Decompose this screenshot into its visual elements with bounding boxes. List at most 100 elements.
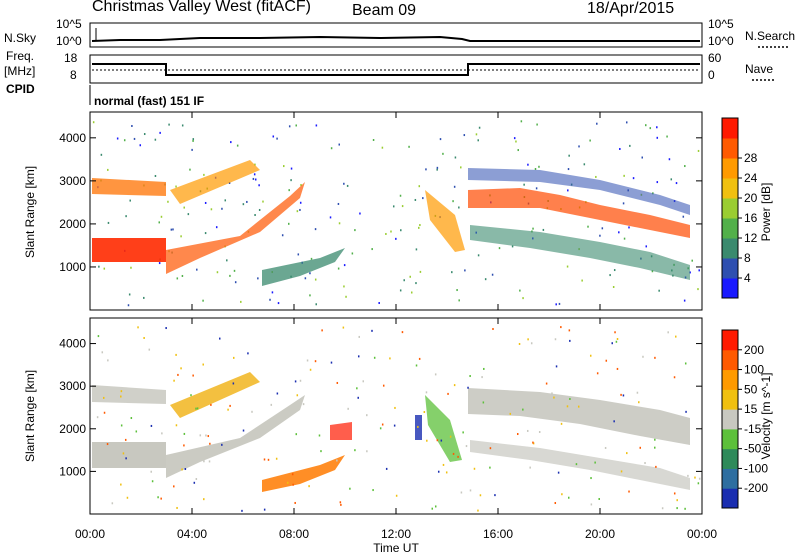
scatter-mark <box>453 384 456 387</box>
scatter-mark <box>120 395 122 398</box>
scatter-mark <box>204 201 207 204</box>
scatter-mark <box>175 424 178 427</box>
scatter-mark <box>632 177 635 180</box>
scatter-mark <box>578 145 580 148</box>
beam-label: Beam 09 <box>352 2 417 19</box>
scatter-mark <box>176 277 179 280</box>
scatter-mark <box>130 266 132 269</box>
scatter-mark <box>613 269 616 272</box>
scatter-mark <box>287 222 290 225</box>
scatter-mark <box>568 154 570 157</box>
scatter-mark <box>183 432 186 435</box>
scatter-mark <box>160 497 162 500</box>
scatter-mark <box>423 410 426 413</box>
scatter-mark <box>434 373 437 376</box>
cpid-label: CPID <box>6 82 35 96</box>
freq-bottom-tick: 8 <box>70 68 77 82</box>
scatter-mark <box>356 387 358 390</box>
scatter-mark <box>561 493 563 496</box>
nave-bottom-tick: 0 <box>708 68 715 82</box>
scatter-mark <box>601 227 604 230</box>
scatter-mark <box>442 152 444 155</box>
scatter-mark <box>229 404 231 407</box>
scatter-mark <box>616 367 619 370</box>
scatter-mark <box>299 379 302 382</box>
scatter-mark <box>568 329 571 332</box>
x-axis-title: Time UT <box>373 541 419 554</box>
scatter-mark <box>620 393 622 396</box>
colorbar-swatch <box>722 409 738 430</box>
scatter-mark <box>342 326 345 329</box>
scatter-mark <box>526 429 529 432</box>
scatter-mark <box>345 295 347 298</box>
velocity-y-axis-title: Slant Range [km] <box>23 370 37 462</box>
scatter-mark <box>232 382 235 385</box>
scatter-mark <box>294 380 297 383</box>
scatter-mark <box>566 405 569 408</box>
y-tick-label: 3000 <box>59 174 86 188</box>
scatter-mark <box>203 460 205 463</box>
scatter-mark <box>354 229 356 232</box>
scatter-mark <box>107 359 109 362</box>
colorbar-tick-label: 100 <box>744 363 764 377</box>
scatter-mark <box>403 279 405 282</box>
scatter-mark <box>277 302 280 305</box>
scatter-mark <box>467 386 469 389</box>
scatter-mark <box>616 337 619 340</box>
scatter-mark <box>96 416 99 419</box>
scatter-mark <box>436 439 439 442</box>
scatter-mark <box>366 450 368 453</box>
scatter-mark <box>668 158 671 161</box>
scatter-mark <box>234 281 237 284</box>
scatter-mark <box>538 431 541 434</box>
scatter-mark <box>216 271 219 274</box>
colorbar-swatch <box>722 330 738 351</box>
scatter-mark <box>111 502 114 505</box>
scatter-mark <box>226 259 228 262</box>
freq-top-tick: 18 <box>64 51 78 65</box>
scatter-mark <box>281 234 284 237</box>
scatter-mark <box>557 471 560 474</box>
scatter-mark <box>418 185 421 188</box>
scatter-mark <box>158 262 161 265</box>
colorbar-swatch <box>722 278 738 299</box>
scatter-mark <box>649 127 652 130</box>
colorbar-tick-label: 8 <box>744 251 751 265</box>
colorbar-swatch <box>722 428 738 450</box>
scatter-mark <box>682 215 685 218</box>
colorbar-swatch <box>722 488 738 509</box>
scatter-mark <box>371 248 373 251</box>
scatter-mark <box>116 137 119 140</box>
scatter-mark <box>460 166 462 169</box>
scatter-mark <box>464 269 466 272</box>
colorbar-swatch <box>722 178 738 199</box>
scatter-mark <box>180 235 182 238</box>
scatter-mark <box>419 270 422 273</box>
scatter-mark <box>492 327 494 330</box>
colorbar-tick-label: -50 <box>744 442 762 456</box>
scatter-mark <box>120 483 122 486</box>
scatter-mark <box>491 273 494 276</box>
scatter-mark <box>575 463 578 466</box>
scatter-mark <box>175 185 177 188</box>
scatter-mark <box>263 458 266 461</box>
nsky-bottom-tick: 10^0 <box>56 34 82 48</box>
scatter-mark <box>569 339 571 342</box>
x-tick-label: 20:00 <box>585 527 615 541</box>
colorbar-tick-label: 12 <box>744 231 758 245</box>
scatter-mark <box>644 462 646 465</box>
nsky-top-tick: 10^5 <box>56 17 82 31</box>
scatter-mark <box>481 376 483 379</box>
colorbar-swatch <box>722 238 738 259</box>
colorbar-swatch <box>722 218 738 239</box>
scatter-mark <box>527 338 529 341</box>
scatter-mark <box>567 168 570 171</box>
scatter-mark <box>128 293 131 296</box>
scatter-mark <box>258 184 260 187</box>
scatter-mark <box>418 226 420 229</box>
scatter-mark <box>620 470 623 473</box>
scatter-mark <box>258 208 261 211</box>
scatter-mark <box>372 139 375 142</box>
power-colorbar-label: Power [dB] <box>759 183 773 242</box>
scatter-mark <box>246 200 248 203</box>
